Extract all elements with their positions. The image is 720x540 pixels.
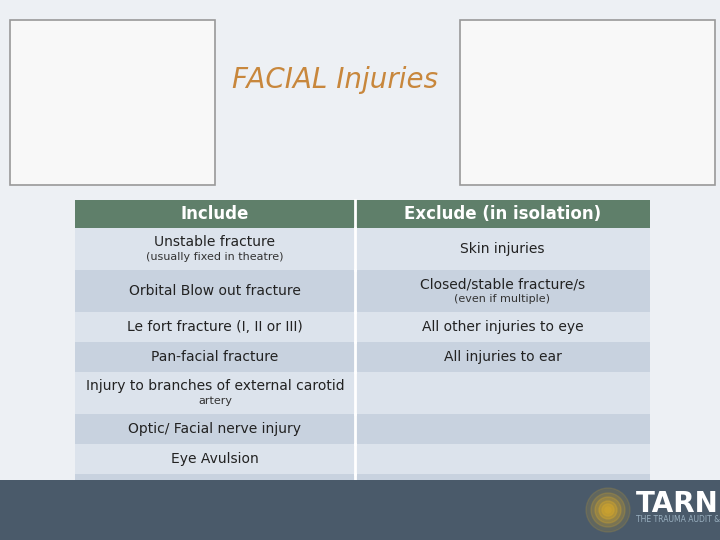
Text: Injury to branches of external carotid: Injury to branches of external carotid [86, 379, 344, 393]
FancyBboxPatch shape [75, 200, 650, 228]
FancyBboxPatch shape [355, 270, 650, 312]
Circle shape [605, 507, 611, 513]
Text: FACIAL Injuries: FACIAL Injuries [232, 66, 438, 94]
Text: All injuries to ear: All injuries to ear [444, 350, 562, 364]
Circle shape [602, 504, 614, 516]
Text: Unstable fracture: Unstable fracture [155, 235, 276, 249]
Text: Optic/ Facial nerve injury: Optic/ Facial nerve injury [128, 422, 302, 436]
Text: (even if multiple): (even if multiple) [454, 294, 551, 304]
Text: Eye Avulsion: Eye Avulsion [171, 452, 259, 466]
Text: Orbital Blow out fracture: Orbital Blow out fracture [129, 284, 301, 298]
Text: (usually fixed in theatre): (usually fixed in theatre) [146, 252, 284, 262]
FancyBboxPatch shape [10, 20, 215, 185]
FancyBboxPatch shape [355, 312, 650, 342]
Text: artery: artery [198, 396, 232, 406]
FancyBboxPatch shape [0, 480, 720, 540]
Circle shape [591, 493, 625, 527]
FancyBboxPatch shape [355, 504, 650, 534]
FancyBboxPatch shape [75, 414, 355, 444]
Text: Pan-facial fracture: Pan-facial fracture [151, 350, 279, 364]
FancyBboxPatch shape [75, 372, 355, 414]
FancyBboxPatch shape [460, 20, 715, 185]
Text: Le fort fracture (I, II or III): Le fort fracture (I, II or III) [127, 320, 303, 334]
FancyBboxPatch shape [75, 228, 355, 270]
FancyBboxPatch shape [75, 444, 355, 474]
Circle shape [599, 501, 617, 519]
FancyBboxPatch shape [355, 342, 650, 372]
Text: Traumatic Retinal detachment: Traumatic Retinal detachment [110, 482, 320, 496]
Text: TARN: TARN [636, 490, 719, 518]
FancyBboxPatch shape [355, 372, 650, 414]
FancyBboxPatch shape [355, 444, 650, 474]
FancyBboxPatch shape [75, 342, 355, 372]
FancyBboxPatch shape [75, 504, 355, 534]
Text: THE TRAUMA AUDIT & RESEARCH NETWORK: THE TRAUMA AUDIT & RESEARCH NETWORK [636, 515, 720, 523]
Text: All other injuries to eye: All other injuries to eye [422, 320, 583, 334]
Text: Closed/stable fracture/s: Closed/stable fracture/s [420, 277, 585, 291]
FancyBboxPatch shape [355, 228, 650, 270]
Text: Skin injuries: Skin injuries [460, 242, 545, 256]
Circle shape [595, 497, 621, 523]
Text: Exclude (in isolation): Exclude (in isolation) [404, 205, 601, 223]
FancyBboxPatch shape [355, 414, 650, 444]
FancyBboxPatch shape [355, 474, 650, 504]
FancyBboxPatch shape [75, 474, 355, 504]
Text: Include: Include [181, 205, 249, 223]
Circle shape [586, 488, 630, 532]
FancyBboxPatch shape [75, 270, 355, 312]
Text: Globe rupture: Globe rupture [167, 512, 264, 526]
FancyBboxPatch shape [75, 312, 355, 342]
